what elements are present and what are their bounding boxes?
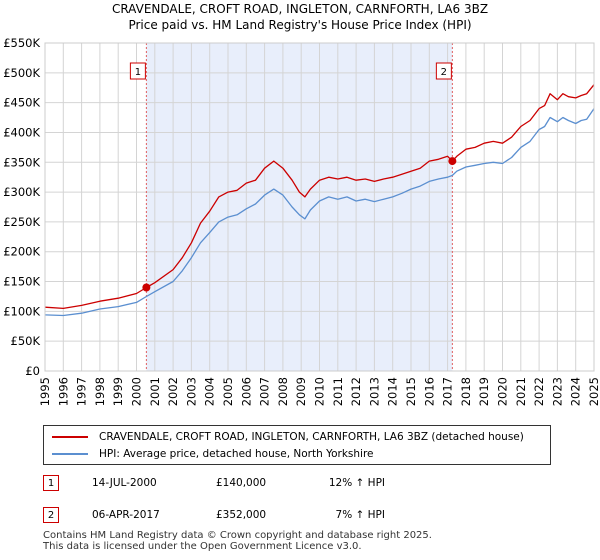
sale-marker-box: [129, 62, 146, 80]
x-tick-label: 2006: [239, 377, 253, 406]
sale-marker-number: 1: [135, 67, 141, 78]
y-tick-label: £300K: [3, 185, 40, 199]
x-tick-label: 2016: [422, 377, 436, 406]
chart-subtitle: Price paid vs. HM Land Registry's House …: [128, 18, 471, 32]
y-tick-label: £0: [25, 364, 40, 378]
x-tick-label: 1997: [75, 377, 89, 406]
x-tick-label: 2012: [349, 377, 363, 406]
legend-item-hpi: HPI: Average price, detached house, Nort…: [52, 446, 374, 462]
y-tick-label: £50K: [11, 334, 41, 348]
x-tick-label: 2025: [587, 377, 600, 406]
sale-date: 06-APR-2017: [92, 509, 160, 521]
x-tick-label: 1995: [38, 377, 52, 406]
sale-point: [142, 283, 151, 292]
x-tick-label: 1999: [111, 377, 125, 406]
y-tick-label: £500K: [3, 66, 40, 80]
x-tick-label: 2001: [148, 377, 162, 406]
legend: CRAVENDALE, CROFT ROAD, INGLETON, CARNFO…: [43, 425, 551, 465]
x-tick-label: 1998: [93, 377, 107, 406]
footer-copyright: Contains HM Land Registry data © Crown c…: [43, 530, 432, 541]
x-tick-label: 2020: [496, 377, 510, 406]
sale-point: [448, 157, 457, 166]
y-tick-label: £450K: [3, 96, 40, 110]
legend-swatch-hpi: [52, 453, 88, 455]
plot-frame: [44, 42, 595, 372]
x-tick-label: 2007: [258, 377, 272, 406]
y-tick-label: £200K: [3, 245, 40, 259]
y-tick-label: £250K: [3, 215, 40, 229]
price-chart: CRAVENDALE, CROFT ROAD, INGLETON, CARNFO…: [3, 2, 600, 406]
y-tick-label: £550K: [3, 36, 40, 50]
x-tick-label: 2015: [404, 377, 418, 406]
sale-row-1: 1 14-JUL-2000 £140,000 12% ↑ HPI: [43, 475, 563, 493]
x-tick-label: 2008: [276, 377, 290, 406]
legend-label-property: CRAVENDALE, CROFT ROAD, INGLETON, CARNFO…: [99, 431, 524, 443]
shaded-region: [146, 43, 453, 371]
y-tick-label: £150K: [3, 275, 40, 289]
x-tick-label: 2017: [441, 377, 455, 406]
x-tick-label: 2024: [569, 377, 583, 406]
x-tick-label: 2014: [386, 377, 400, 406]
y-tick-label: £100K: [3, 304, 40, 318]
x-tick-label: 2000: [130, 377, 144, 406]
sale-marker-box: [435, 62, 452, 80]
x-tick-label: 2022: [532, 377, 546, 406]
x-tick-label: 1996: [56, 377, 70, 406]
sale-hpi-change: 7% ↑ HPI: [335, 509, 385, 521]
sale-marker-badge: 2: [43, 507, 59, 523]
x-tick-label: 2018: [459, 377, 473, 406]
x-tick-label: 2021: [514, 377, 528, 406]
x-tick-label: 2023: [550, 377, 564, 406]
legend-label-hpi: HPI: Average price, detached house, Nort…: [99, 448, 374, 460]
footer-licence: This data is licensed under the Open Gov…: [43, 541, 362, 552]
chart-title: CRAVENDALE, CROFT ROAD, INGLETON, CARNFO…: [112, 2, 488, 16]
sale-row-2: 2 06-APR-2017 £352,000 7% ↑ HPI: [43, 507, 563, 525]
x-tick-label: 2011: [331, 377, 345, 406]
x-tick-label: 2003: [184, 377, 198, 406]
x-tick-label: 2009: [294, 377, 308, 406]
sale-price: £352,000: [216, 509, 267, 521]
sale-hpi-change: 12% ↑ HPI: [328, 477, 385, 489]
property-price-line: [44, 84, 595, 310]
sale-date: 14-JUL-2000: [92, 477, 157, 489]
sale-marker-number: 2: [441, 67, 447, 78]
legend-item-property: CRAVENDALE, CROFT ROAD, INGLETON, CARNFO…: [52, 429, 524, 445]
x-tick-label: 2005: [221, 377, 235, 406]
footer: Contains HM Land Registry data © Crown c…: [43, 530, 432, 552]
x-tick-label: 2019: [477, 377, 491, 406]
legend-swatch-property: [52, 436, 88, 438]
y-tick-label: £350K: [3, 155, 40, 169]
x-tick-label: 2002: [166, 377, 180, 406]
x-tick-label: 2013: [367, 377, 381, 406]
hpi-line: [44, 108, 595, 317]
x-tick-label: 2010: [313, 377, 327, 406]
y-tick-label: £400K: [3, 125, 40, 139]
sale-price: £140,000: [216, 477, 267, 489]
x-tick-label: 2004: [203, 377, 217, 406]
sale-marker-badge: 1: [43, 475, 59, 491]
